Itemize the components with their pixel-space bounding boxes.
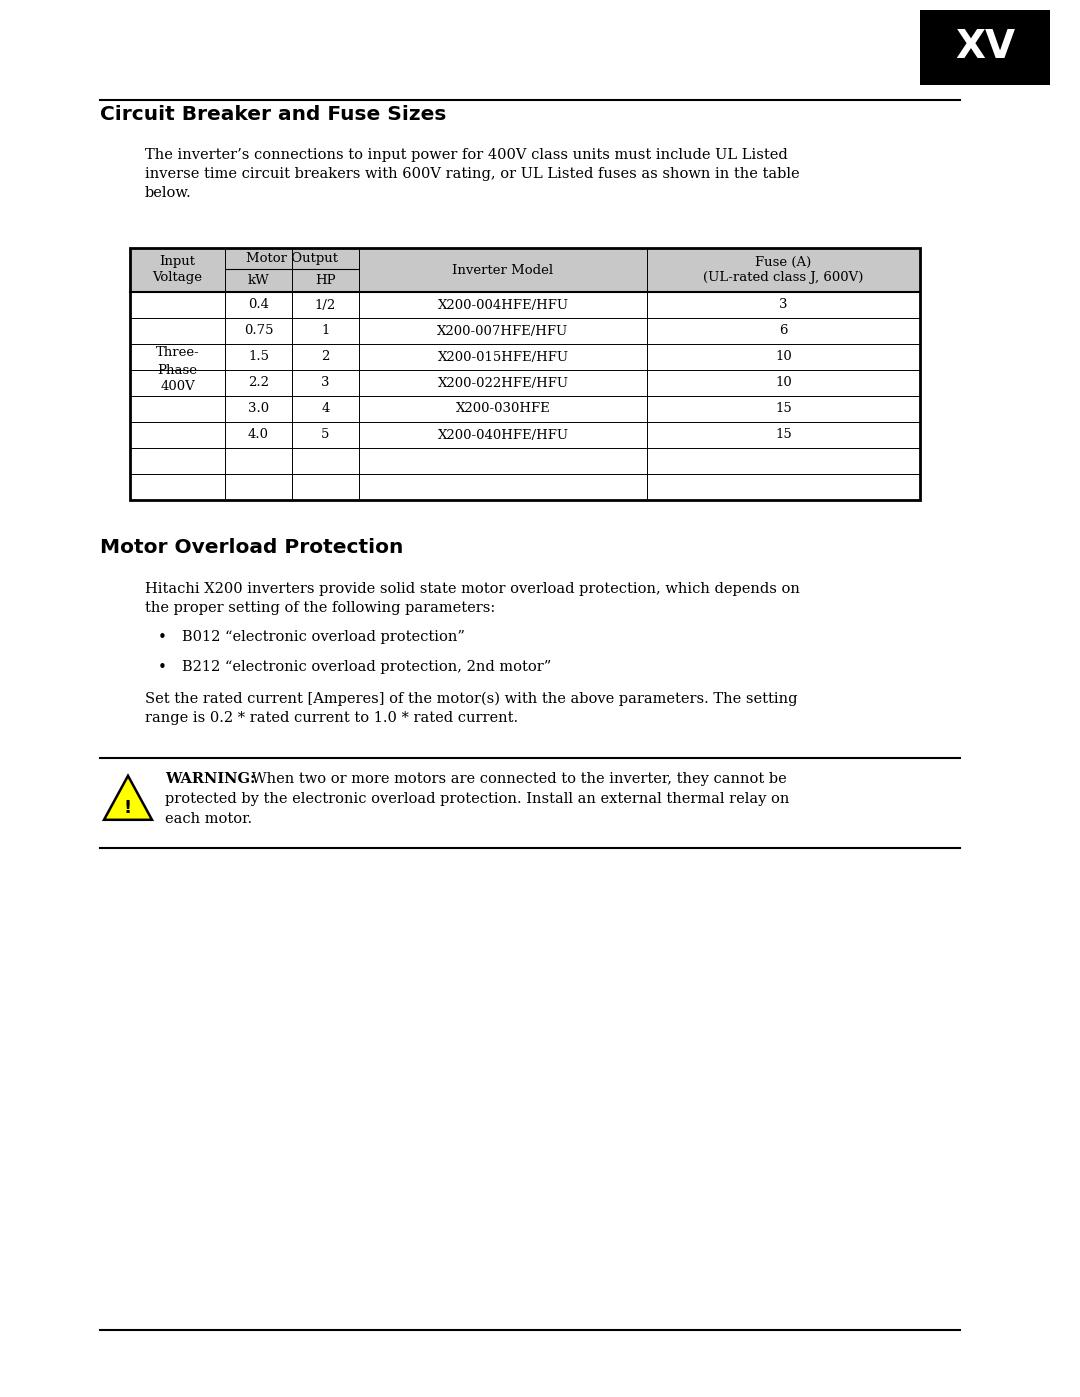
Text: Three-
Phase
400V: Three- Phase 400V	[156, 346, 200, 394]
Text: 10: 10	[775, 377, 792, 390]
Text: Set the rated current [Amperes] of the motor(s) with the above parameters. The s: Set the rated current [Amperes] of the m…	[145, 692, 797, 707]
Text: When two or more motors are connected to the inverter, they cannot be: When two or more motors are connected to…	[247, 773, 786, 787]
Text: WARNING:: WARNING:	[165, 773, 256, 787]
Text: 2.2: 2.2	[248, 377, 269, 390]
Text: range is 0.2 * rated current to 1.0 * rated current.: range is 0.2 * rated current to 1.0 * ra…	[145, 711, 518, 725]
Polygon shape	[104, 775, 152, 820]
Text: B012 “electronic overload protection”: B012 “electronic overload protection”	[183, 630, 464, 644]
Text: !: !	[124, 799, 132, 817]
Text: 3: 3	[321, 377, 329, 390]
FancyBboxPatch shape	[130, 249, 920, 292]
Text: Inverter Model: Inverter Model	[453, 264, 554, 277]
Text: 6: 6	[780, 324, 787, 338]
Text: 1: 1	[322, 324, 329, 338]
Text: 3: 3	[780, 299, 787, 312]
Text: inverse time circuit breakers with 600V rating, or UL Listed fuses as shown in t: inverse time circuit breakers with 600V …	[145, 168, 799, 182]
Text: Motor Overload Protection: Motor Overload Protection	[100, 538, 403, 557]
Text: the proper setting of the following parameters:: the proper setting of the following para…	[145, 601, 496, 615]
Text: 15: 15	[775, 429, 792, 441]
Text: 0.75: 0.75	[244, 324, 273, 338]
Text: Motor Output: Motor Output	[246, 251, 338, 265]
Text: 10: 10	[775, 351, 792, 363]
Text: 5: 5	[322, 429, 329, 441]
Text: each motor.: each motor.	[165, 812, 252, 826]
Text: X200-015HFE/HFU: X200-015HFE/HFU	[437, 351, 568, 363]
Text: Fuse (A)
(UL-rated class J, 600V): Fuse (A) (UL-rated class J, 600V)	[703, 256, 864, 285]
Text: X200-004HFE/HFU: X200-004HFE/HFU	[437, 299, 568, 312]
Text: B212 “electronic overload protection, 2nd motor”: B212 “electronic overload protection, 2n…	[183, 659, 551, 673]
Text: 2: 2	[322, 351, 329, 363]
Text: 1.5: 1.5	[248, 351, 269, 363]
Text: Hitachi X200 inverters provide solid state motor overload protection, which depe: Hitachi X200 inverters provide solid sta…	[145, 583, 800, 597]
Text: X200-022HFE/HFU: X200-022HFE/HFU	[437, 377, 568, 390]
Text: XV: XV	[955, 28, 1015, 67]
Text: The inverter’s connections to input power for 400V class units must include UL L: The inverter’s connections to input powe…	[145, 148, 787, 162]
Text: 1/2: 1/2	[315, 299, 336, 312]
Text: 3.0: 3.0	[248, 402, 269, 415]
Text: X200-007HFE/HFU: X200-007HFE/HFU	[437, 324, 569, 338]
Text: 4: 4	[322, 402, 329, 415]
Text: X200-030HFE: X200-030HFE	[456, 402, 551, 415]
Text: •: •	[158, 659, 166, 675]
Text: HP: HP	[315, 274, 336, 286]
Text: •: •	[158, 630, 166, 645]
Text: Input
Voltage: Input Voltage	[152, 256, 203, 285]
Text: kW: kW	[247, 274, 269, 286]
Text: 15: 15	[775, 402, 792, 415]
Text: protected by the electronic overload protection. Install an external thermal rel: protected by the electronic overload pro…	[165, 792, 789, 806]
Text: X200-040HFE/HFU: X200-040HFE/HFU	[437, 429, 568, 441]
Text: 0.4: 0.4	[248, 299, 269, 312]
Text: Circuit Breaker and Fuse Sizes: Circuit Breaker and Fuse Sizes	[100, 105, 446, 124]
Text: below.: below.	[145, 186, 192, 200]
Text: 4.0: 4.0	[248, 429, 269, 441]
FancyBboxPatch shape	[920, 10, 1050, 85]
